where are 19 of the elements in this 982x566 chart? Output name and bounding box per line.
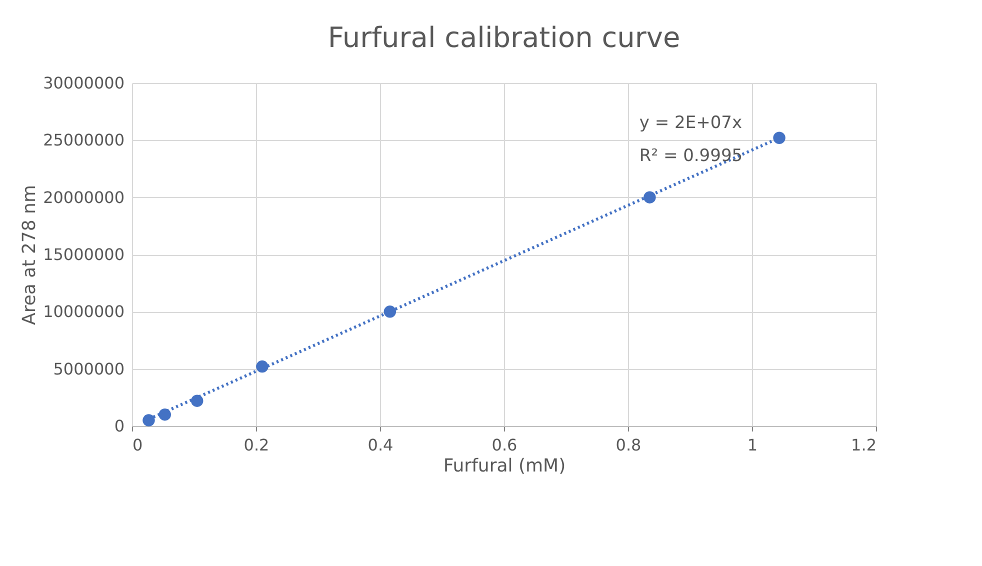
x-tick-label: 0 [132, 436, 143, 454]
y-tick-label: 0 [114, 416, 124, 436]
x-axis-title: Furfural (mM) [443, 456, 566, 476]
y-tick-label: 15000000 [43, 245, 124, 264]
y-tick-label: 10000000 [43, 302, 124, 322]
annotation: y = 2E+07x [639, 113, 742, 133]
y-tick-label: 20000000 [43, 188, 124, 207]
y-tick-label: 5000000 [53, 359, 124, 378]
x-tick-label: 1.2 [851, 436, 876, 454]
x-tick-label: 1 [747, 436, 758, 454]
x-tick-label: 0.2 [244, 436, 270, 454]
y-tick-label: 25000000 [43, 130, 124, 150]
annotation: R² = 0.9995 [639, 146, 743, 166]
chart-title: Furfural calibration curve [328, 21, 680, 54]
y-axis-title: Area at 278 nm [19, 185, 40, 325]
y-tick-label: 30000000 [43, 74, 124, 92]
x-tick-label: 0.8 [616, 436, 642, 454]
x-tick-label: 0.6 [492, 436, 518, 454]
x-tick-label: 0.4 [368, 436, 394, 454]
